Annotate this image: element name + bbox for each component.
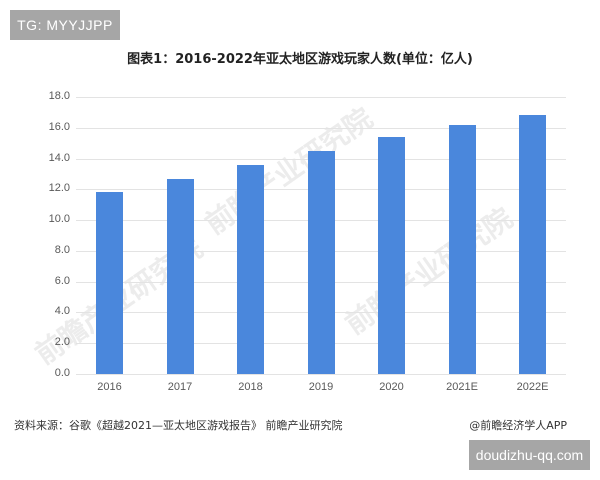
bar-2017	[166, 178, 194, 374]
bar-2020	[378, 137, 405, 374]
gridline	[76, 127, 566, 129]
x-axis-tick-label: 2016	[97, 381, 122, 393]
x-axis-tick-label: 2017	[167, 381, 193, 393]
publisher-credit: @前瞻经济学人APP	[469, 419, 567, 432]
y-axis-tick-label: 12.0	[48, 182, 70, 195]
x-axis-tick-label: 2018	[238, 381, 263, 393]
y-axis-tick-label: 6.0	[54, 274, 70, 287]
bar-2018	[237, 164, 264, 374]
x-axis-tick-label: 2019	[308, 381, 334, 393]
x-axis-tick-label: 2020	[379, 381, 404, 393]
y-axis-tick-label: 18.0	[48, 90, 70, 102]
y-axis-tick-label: 8.0	[54, 243, 70, 256]
chart-title: 图表1：2016-2022年亚太地区游戏玩家人数(单位：亿人)	[127, 52, 473, 67]
bar-2016	[96, 192, 123, 374]
site-watermark-badge: doudizhu-qq.com	[469, 440, 590, 470]
bar-chart-plot: 前瞻产业研究院 前瞻产业研究院 前瞻产业研究院 0.02.04.06.08.01…	[29, 90, 566, 393]
bar-2022E	[519, 115, 546, 374]
y-axis-tick-label: 14.0	[48, 151, 70, 164]
gridline	[76, 374, 566, 375]
y-axis-tick-label: 16.0	[48, 120, 70, 133]
telegram-badge: TG: MYYJJPP	[10, 10, 120, 40]
y-axis-tick-label: 4.0	[54, 305, 70, 318]
y-axis-tick-label: 2.0	[54, 336, 70, 349]
y-axis-tick-label: 10.0	[48, 213, 70, 226]
y-axis-tick-label: 0.0	[54, 367, 70, 379]
x-axis-tick-label: 2022E	[516, 381, 549, 393]
x-axis-tick-label: 2021E	[446, 381, 478, 393]
data-source-note: 资料来源：谷歌《超越2021—亚太地区游戏报告》 前瞻产业研究院	[14, 419, 343, 432]
gridline	[76, 97, 566, 98]
bar-2019	[307, 150, 335, 374]
bar-2021E	[448, 124, 476, 374]
